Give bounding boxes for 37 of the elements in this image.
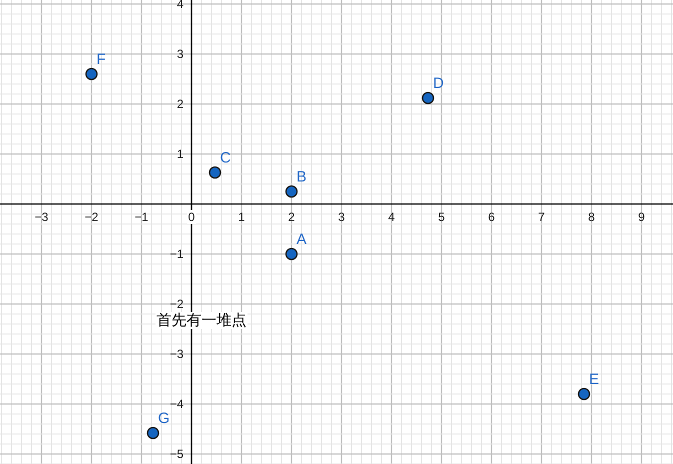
x-tick-label: 5 — [438, 210, 446, 224]
x-tick-label: 6 — [488, 210, 496, 224]
x-tick-label: 9 — [638, 210, 646, 224]
y-tick-label: 2 — [176, 97, 184, 111]
point — [285, 185, 298, 198]
x-tick-label: 1 — [238, 210, 246, 224]
x-tick-label: −3 — [34, 210, 49, 224]
point — [85, 68, 98, 80]
y-tick-label: 1 — [176, 147, 184, 161]
point — [285, 248, 298, 260]
annotation: A — [296, 231, 307, 248]
y-tick-label: −2 — [170, 297, 184, 311]
annotation: G — [158, 410, 170, 427]
x-tick-label: −1 — [134, 210, 149, 224]
y-tick-label: 3 — [176, 47, 184, 61]
y-tick-label: −1 — [170, 247, 184, 261]
y-tick-label: −4 — [170, 397, 184, 411]
x-tick-label: 0 — [188, 210, 196, 224]
y-tick-label: −5 — [170, 447, 184, 461]
x-tick-label: 4 — [388, 210, 396, 224]
point — [422, 92, 434, 104]
x-tick-label: 2 — [288, 210, 296, 224]
annotation: 首先有一堆点 — [156, 312, 246, 329]
x-tick-label: 7 — [538, 210, 546, 224]
annotation: D — [433, 75, 444, 92]
point — [146, 426, 160, 440]
x-tick-label: 8 — [588, 210, 596, 224]
point — [208, 166, 222, 179]
y-tick-label: −3 — [170, 347, 184, 361]
y-tick-label: 4 — [176, 0, 184, 11]
annotation: F — [96, 51, 106, 68]
point — [578, 388, 590, 400]
annotation: C — [220, 150, 231, 166]
annotation: B — [296, 168, 307, 186]
x-tick-label: 3 — [338, 210, 346, 224]
x-tick-label: −2 — [84, 210, 99, 224]
annotation: E — [589, 371, 600, 388]
